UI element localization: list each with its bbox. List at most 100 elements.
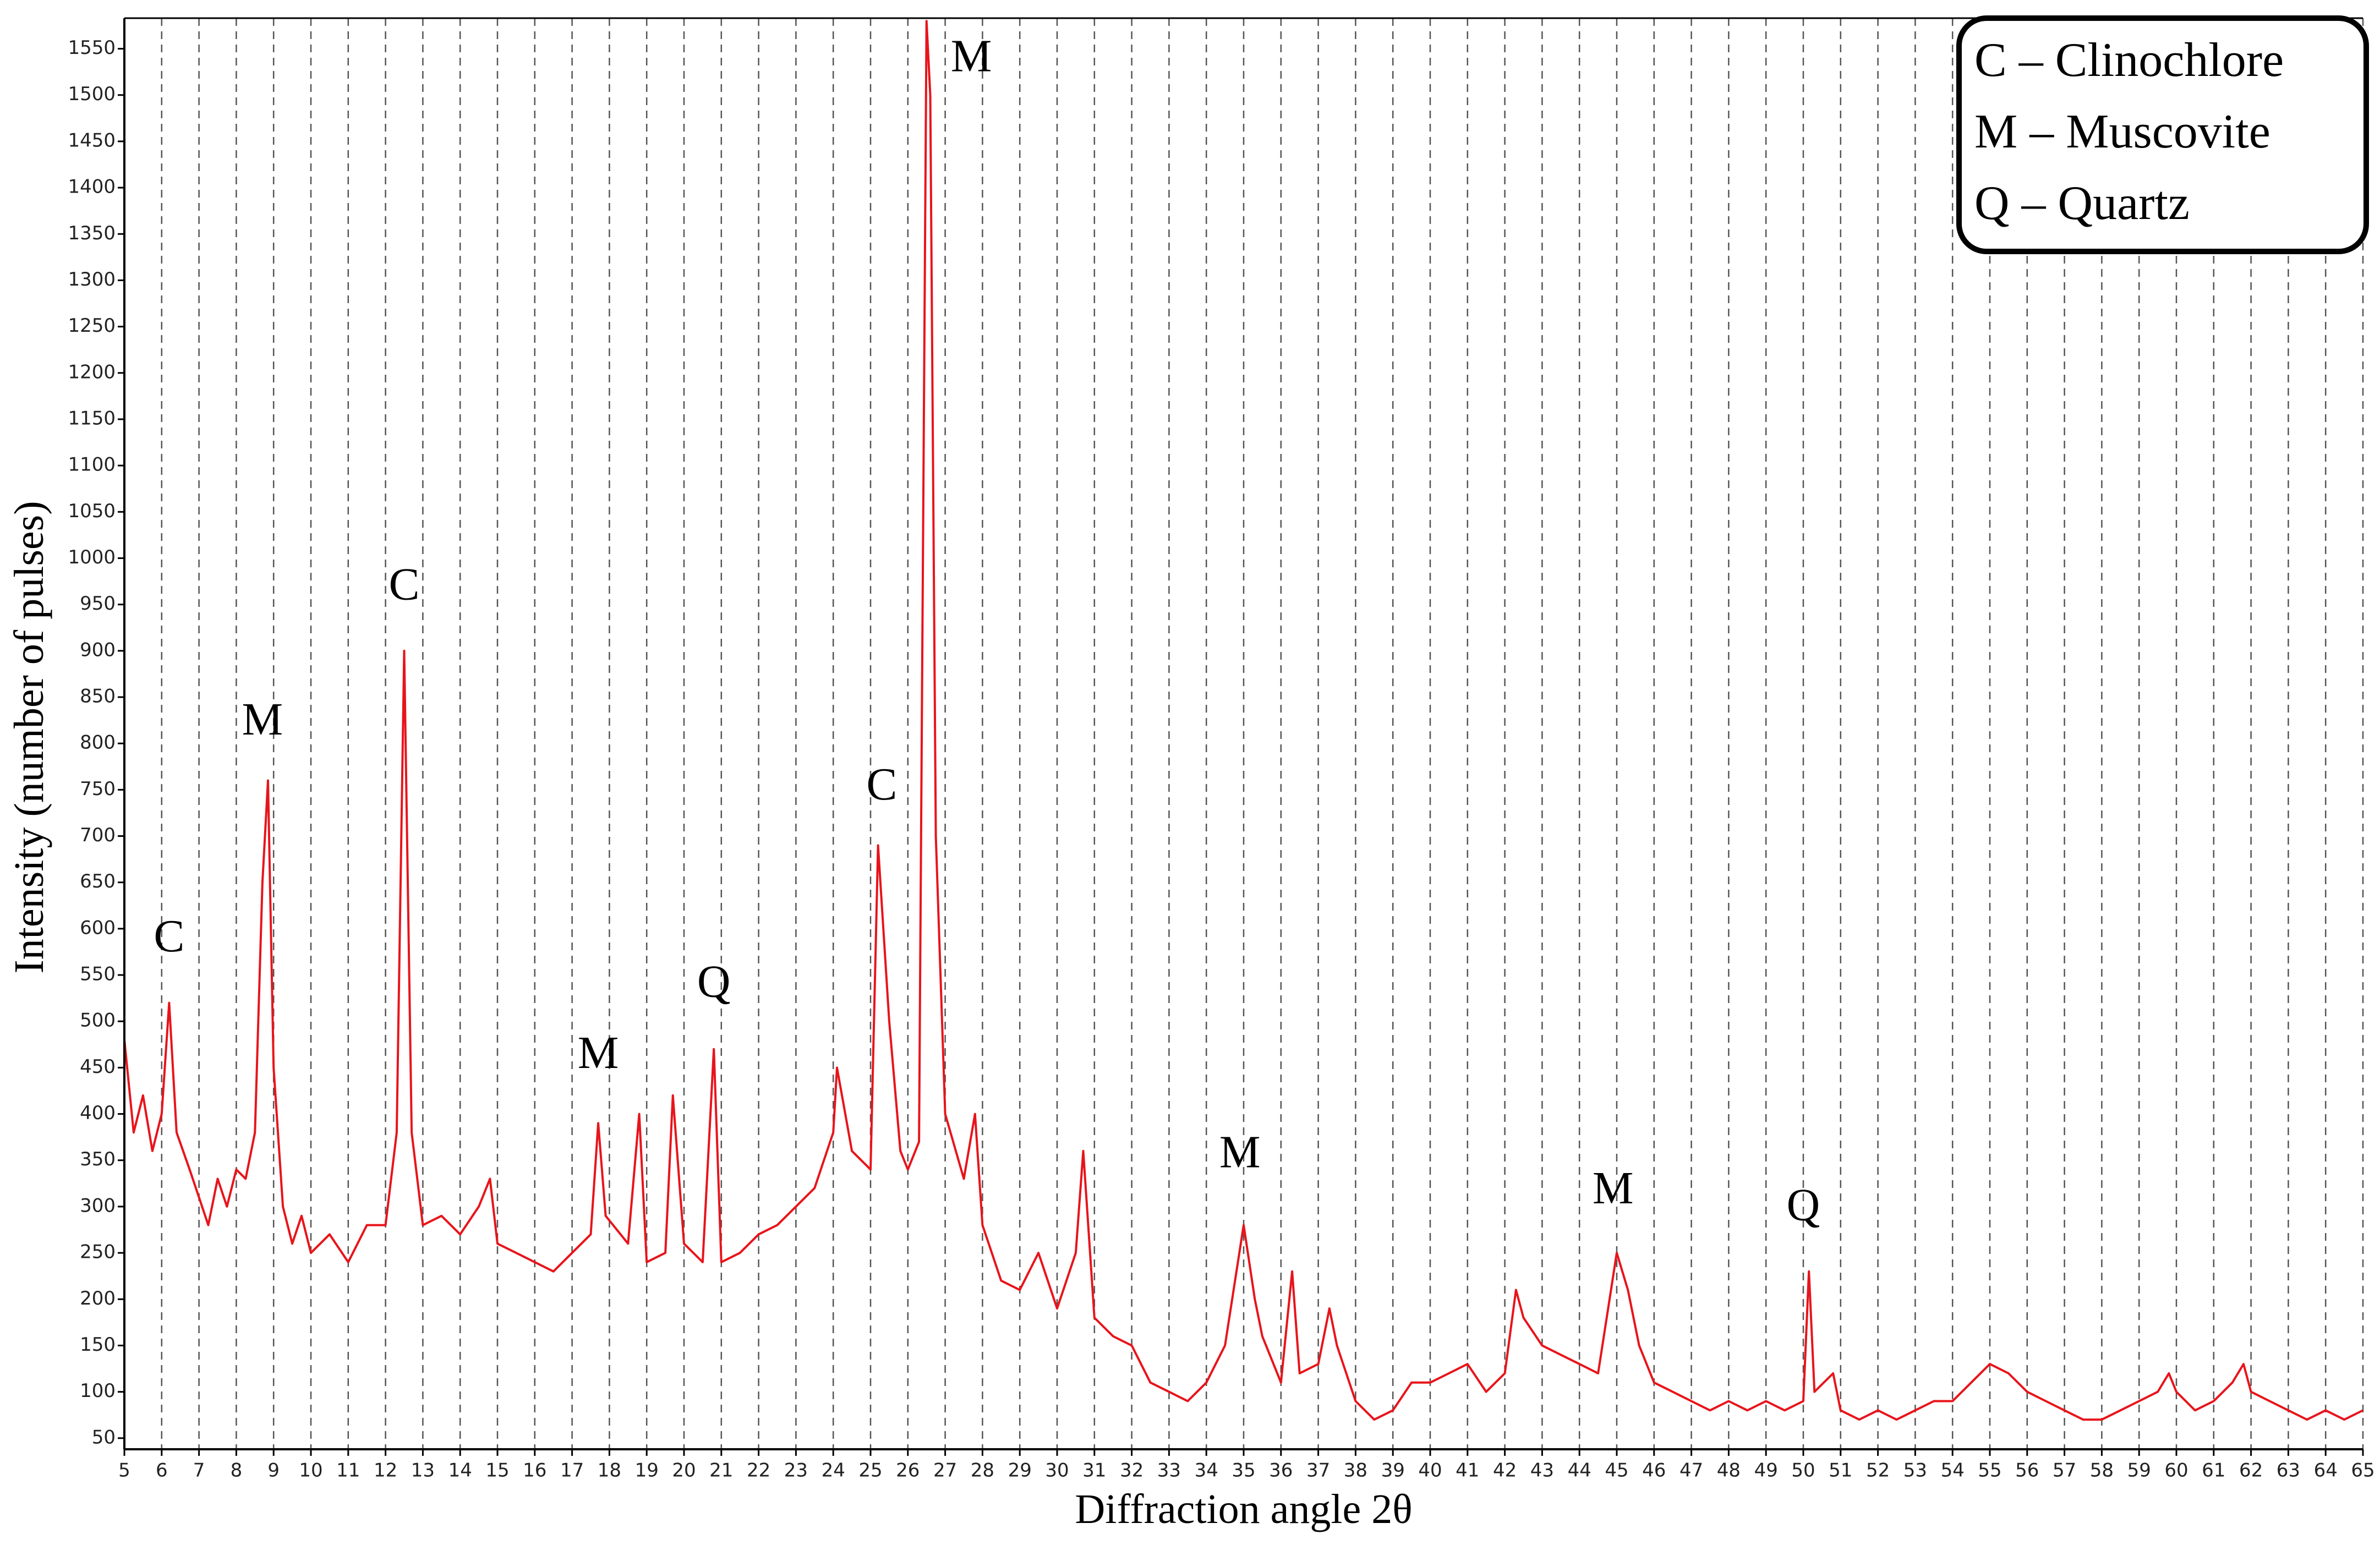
x-tick-label: 19 bbox=[635, 1460, 659, 1482]
x-axis-title: Diffraction angle 2θ bbox=[1075, 1486, 1412, 1532]
x-tick-label: 28 bbox=[971, 1460, 994, 1482]
y-tick-label: 350 bbox=[80, 1148, 116, 1170]
x-tick-label: 59 bbox=[2127, 1460, 2151, 1482]
x-tick-label: 61 bbox=[2202, 1460, 2225, 1482]
x-tick-label: 29 bbox=[1008, 1460, 1032, 1482]
x-tick-label: 58 bbox=[2090, 1460, 2114, 1482]
y-tick-label: 150 bbox=[80, 1334, 116, 1356]
y-axis-title: Intensity (number of pulses) bbox=[6, 501, 52, 973]
x-tick-label: 41 bbox=[1456, 1460, 1479, 1482]
x-tick-label: 23 bbox=[784, 1460, 808, 1482]
x-tick-label: 30 bbox=[1045, 1460, 1069, 1482]
data-line bbox=[124, 20, 2363, 1421]
legend-entry: M – Muscovite bbox=[1974, 105, 2270, 158]
y-tick-label: 900 bbox=[80, 639, 116, 661]
y-tick-label: 1100 bbox=[68, 454, 116, 476]
x-tick-label: 15 bbox=[485, 1460, 509, 1482]
peak-label: C bbox=[154, 911, 184, 962]
x-tick-label: 18 bbox=[598, 1460, 621, 1482]
x-tick-label: 63 bbox=[2277, 1460, 2300, 1482]
x-tick-label: 26 bbox=[896, 1460, 920, 1482]
x-tick-label: 24 bbox=[822, 1460, 845, 1482]
x-tick-label: 40 bbox=[1418, 1460, 1442, 1482]
x-tick-label: 17 bbox=[560, 1460, 584, 1482]
x-tick-label: 27 bbox=[933, 1460, 957, 1482]
x-tick-label: 36 bbox=[1269, 1460, 1293, 1482]
x-tick-label: 34 bbox=[1195, 1460, 1218, 1482]
peak-label: Q bbox=[697, 956, 731, 1007]
y-tick-label: 1000 bbox=[68, 546, 116, 568]
plot-area bbox=[124, 20, 2363, 1421]
y-tick-label: 1550 bbox=[68, 37, 116, 59]
x-tick-label: 57 bbox=[2053, 1460, 2076, 1482]
y-tick-label: 1200 bbox=[68, 361, 116, 383]
y-tick-label: 300 bbox=[80, 1195, 116, 1217]
x-tick-label: 31 bbox=[1082, 1460, 1106, 1482]
x-tick-label: 46 bbox=[1642, 1460, 1666, 1482]
x-tick-label: 6 bbox=[156, 1460, 168, 1482]
x-tick-label: 64 bbox=[2314, 1460, 2338, 1482]
y-tick-label: 600 bbox=[80, 917, 116, 939]
y-tick-label: 1450 bbox=[68, 129, 116, 151]
x-tick-label: 51 bbox=[1829, 1460, 1852, 1482]
x-tick-label: 50 bbox=[1791, 1460, 1815, 1482]
x-tick-label: 52 bbox=[1866, 1460, 1890, 1482]
x-tick-label: 5 bbox=[118, 1460, 130, 1482]
y-tick-label: 950 bbox=[80, 593, 116, 615]
x-tick-label: 16 bbox=[523, 1460, 546, 1482]
y-tick-label: 1250 bbox=[68, 315, 116, 337]
x-tick-label: 43 bbox=[1530, 1460, 1554, 1482]
x-tick-label: 49 bbox=[1754, 1460, 1778, 1482]
y-tick-label: 800 bbox=[80, 732, 116, 754]
x-tick-label: 42 bbox=[1493, 1460, 1517, 1482]
x-tick-label: 9 bbox=[267, 1460, 280, 1482]
x-tick-label: 65 bbox=[2351, 1460, 2374, 1482]
x-tick-label: 20 bbox=[672, 1460, 696, 1482]
x-tick-label: 55 bbox=[1978, 1460, 2001, 1482]
x-tick-label: 33 bbox=[1157, 1460, 1181, 1482]
y-tick-label: 1300 bbox=[68, 269, 116, 291]
y-tick-label: 700 bbox=[80, 824, 116, 846]
y-tick-label: 1500 bbox=[68, 83, 116, 105]
y-tick-label: 1350 bbox=[68, 222, 116, 244]
x-tick-label: 60 bbox=[2164, 1460, 2188, 1482]
legend-box bbox=[1956, 15, 2369, 254]
y-tick-label: 650 bbox=[80, 870, 116, 892]
y-tick-label: 100 bbox=[80, 1380, 116, 1402]
peak-label: M bbox=[951, 31, 992, 82]
x-tick-label: 11 bbox=[336, 1460, 360, 1482]
peak-label: M bbox=[242, 694, 283, 745]
x-tick-label: 14 bbox=[448, 1460, 472, 1482]
x-tick-label: 39 bbox=[1381, 1460, 1405, 1482]
x-tick-label: 38 bbox=[1344, 1460, 1367, 1482]
y-tick-label: 50 bbox=[92, 1426, 116, 1448]
y-tick-label: 500 bbox=[80, 1010, 116, 1032]
y-tick-label: 1050 bbox=[68, 500, 116, 522]
y-tick-label: 550 bbox=[80, 963, 116, 985]
x-tick-label: 7 bbox=[193, 1460, 205, 1482]
y-tick-label: 1150 bbox=[68, 407, 116, 429]
legend-entry: C – Clinochlore bbox=[1974, 34, 2284, 87]
x-tick-label: 62 bbox=[2239, 1460, 2263, 1482]
y-tick-label: 450 bbox=[80, 1056, 116, 1078]
x-tick-label: 10 bbox=[299, 1460, 322, 1482]
x-tick-label: 35 bbox=[1232, 1460, 1255, 1482]
x-tick-label: 56 bbox=[2015, 1460, 2039, 1482]
x-tick-label: 37 bbox=[1306, 1460, 1330, 1482]
x-tick-label: 32 bbox=[1120, 1460, 1144, 1482]
x-tick-label: 48 bbox=[1717, 1460, 1741, 1482]
y-tick-label: 850 bbox=[80, 686, 116, 708]
x-tick-label: 54 bbox=[1941, 1460, 1965, 1482]
peak-label: M bbox=[1593, 1163, 1634, 1214]
y-tick-label: 200 bbox=[80, 1287, 116, 1310]
x-tick-label: 8 bbox=[231, 1460, 243, 1482]
y-tick-label: 750 bbox=[80, 778, 116, 800]
legend-entry: Q – Quartz bbox=[1974, 177, 2190, 230]
x-tick-label: 22 bbox=[747, 1460, 770, 1482]
x-tick-label: 13 bbox=[411, 1460, 435, 1482]
y-tick-label: 400 bbox=[80, 1102, 116, 1124]
x-tick-label: 21 bbox=[709, 1460, 733, 1482]
peak-label: C bbox=[389, 558, 419, 610]
